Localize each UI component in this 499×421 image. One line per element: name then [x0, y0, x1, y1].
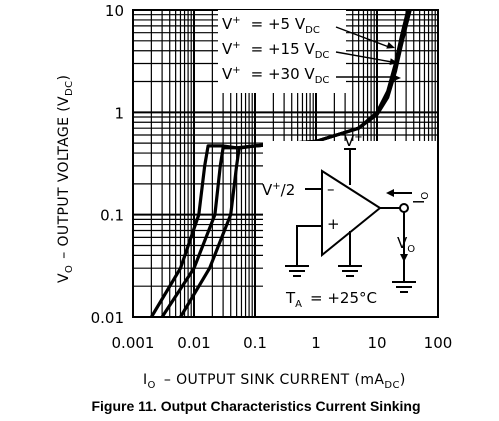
vo-arrow-head: [400, 254, 408, 262]
x-tick-label: 10: [367, 334, 386, 352]
legend-arrow-1: [386, 42, 395, 49]
x-tick-labels: 0.001 0.01 0.1 1 10 100: [112, 334, 453, 352]
x-tick-label: 0.01: [177, 334, 210, 352]
x-tick-label: 100: [424, 334, 453, 352]
legend-leader-1: [335, 26, 390, 48]
series-line-3: [179, 9, 410, 318]
vplus-label: V+: [344, 132, 363, 150]
output-terminal: [399, 203, 409, 213]
ground-symbol-middle: [338, 265, 362, 277]
x-tick-label: 0.001: [112, 334, 155, 352]
figure-caption: Figure 11. Output Characteristics Curren…: [91, 398, 420, 414]
legend: V+ = +5 VDC V+ = +15 VDC V+ = +30 VDC: [222, 15, 401, 86]
x-axis-label: IO – OUTPUT SINK CURRENT (mADC): [143, 372, 406, 391]
y-tick-label: 0.1: [100, 207, 124, 225]
legend-arrow-3: [392, 74, 401, 82]
y-tick-label: 1: [114, 104, 124, 122]
plus-sign: +: [327, 215, 340, 233]
vo-label: VO: [397, 234, 415, 255]
y-axis-label: VO– OUTPUT VOLTAGE (VDC): [56, 75, 75, 283]
io-arrow-head: [386, 189, 394, 197]
x-tick-label: 1: [311, 334, 321, 352]
legend-entry-2: V+ = +15 VDC: [222, 40, 329, 61]
schematic: V+ V+/2 – + IO VO TA = +25°C: [262, 132, 437, 316]
legend-arrow-2: [389, 58, 398, 65]
minus-sign: –: [327, 180, 335, 198]
y-tick-labels: 0.01 0.1 1 10: [91, 2, 124, 327]
legend-entry-3: V+ = +30 VDC: [222, 65, 329, 86]
ground-symbol-right: [392, 281, 416, 293]
vhalf-label: V+/2: [262, 181, 295, 199]
y-tick-label: 10: [105, 2, 124, 20]
io-label: IO: [410, 192, 431, 204]
temperature-label: TA = +25°C: [285, 289, 377, 310]
ground-symbol-left: [285, 265, 309, 277]
legend-entry-1: V+ = +5 VDC: [222, 15, 320, 36]
legend-leader-2: [335, 51, 393, 63]
y-tick-label: 0.01: [91, 309, 124, 327]
legend-box: [218, 10, 346, 93]
plus-input-wire: [296, 225, 322, 266]
x-tick-label: 0.1: [243, 334, 267, 352]
